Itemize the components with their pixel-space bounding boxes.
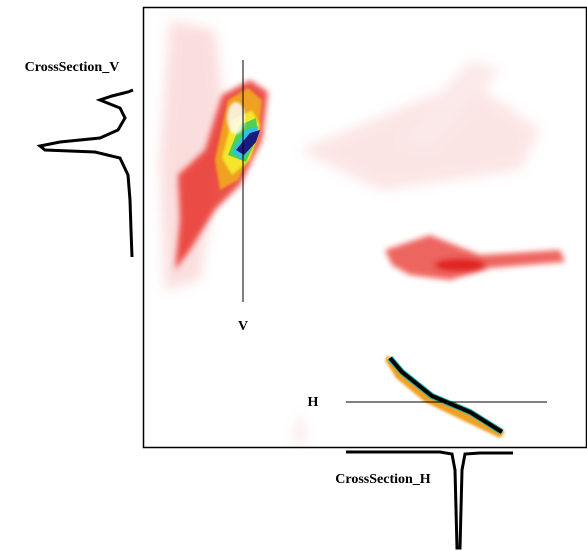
cut-label-h: H (308, 395, 319, 410)
profile-title-v: CrossSection_V (25, 60, 120, 75)
mid-blob (385, 235, 565, 280)
profile-v (40, 90, 133, 257)
faint-plumes (160, 20, 540, 445)
figure: V H CrossSection_V CrossSection_H (0, 0, 587, 551)
heatmap (160, 20, 565, 445)
streak (385, 355, 505, 438)
profile-h (346, 452, 513, 548)
cut-label-v: V (238, 319, 248, 334)
profile-title-h: CrossSection_H (335, 472, 431, 487)
